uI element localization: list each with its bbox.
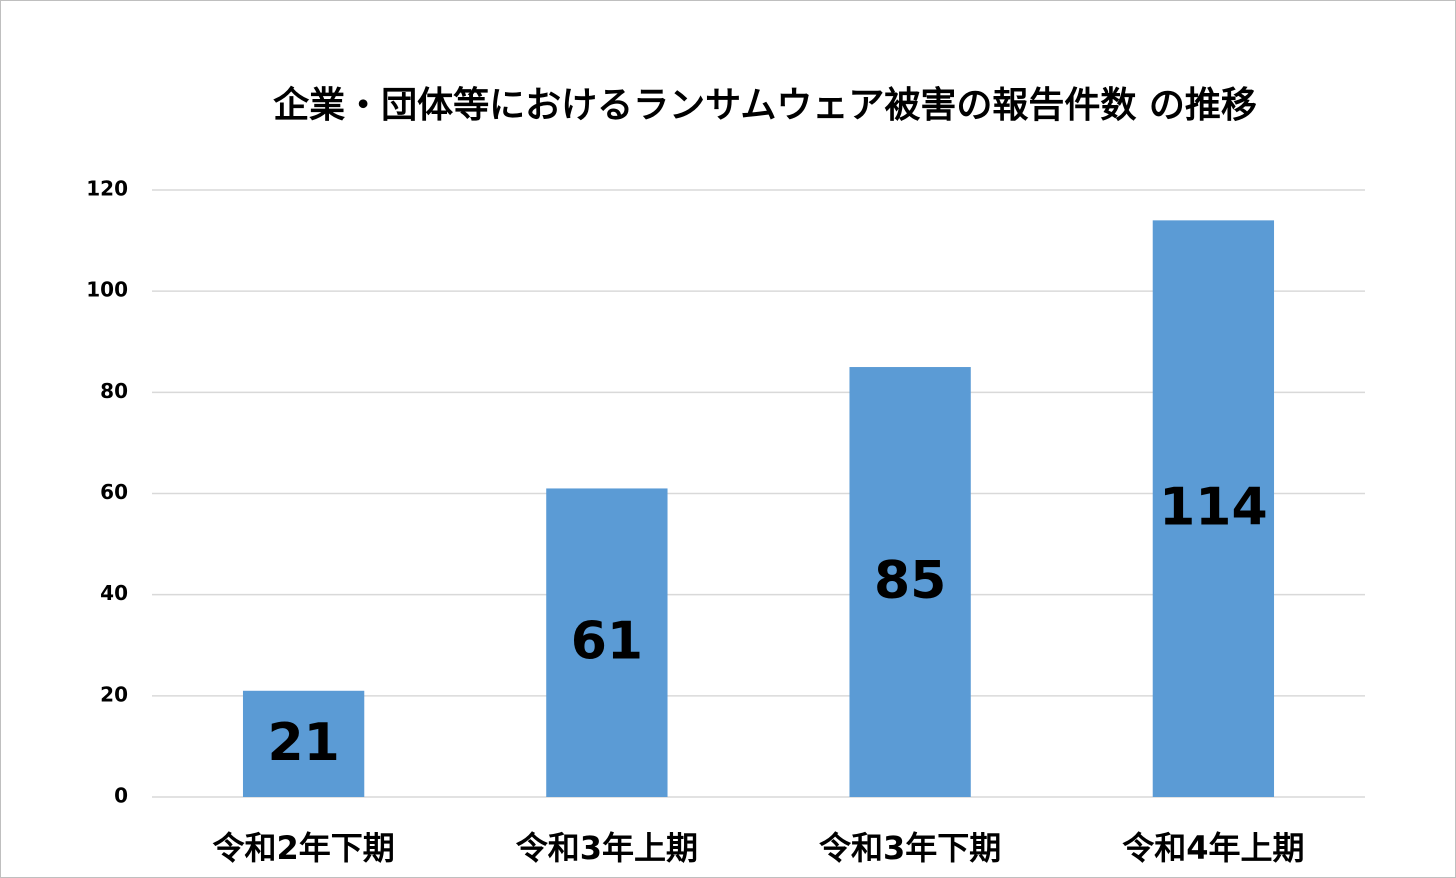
bar bbox=[242, 690, 365, 797]
y-tick-label: 40 bbox=[100, 581, 128, 605]
y-tick-label: 20 bbox=[100, 682, 128, 706]
bar bbox=[1152, 220, 1275, 798]
x-tick-label: 令和3年上期 bbox=[516, 829, 698, 867]
data-label: 21 bbox=[267, 713, 339, 773]
data-label: 61 bbox=[571, 612, 643, 672]
bar bbox=[546, 488, 668, 797]
chart-title: 企業・団体等におけるランサムウェア被害の報告件数 の推移 bbox=[273, 84, 1257, 126]
x-tick-label: 令和3年下期 bbox=[819, 829, 1001, 867]
bar bbox=[849, 367, 971, 797]
data-label: 114 bbox=[1159, 478, 1268, 538]
x-tick-label: 令和2年下期 bbox=[212, 829, 394, 867]
y-tick-label: 120 bbox=[86, 177, 128, 201]
y-tick-label: 60 bbox=[100, 480, 128, 504]
data-label: 85 bbox=[874, 551, 946, 611]
y-tick-label: 80 bbox=[100, 379, 128, 403]
y-tick-label: 0 bbox=[114, 784, 128, 808]
y-tick-label: 100 bbox=[86, 278, 128, 302]
x-tick-label: 令和4年上期 bbox=[1122, 829, 1304, 867]
